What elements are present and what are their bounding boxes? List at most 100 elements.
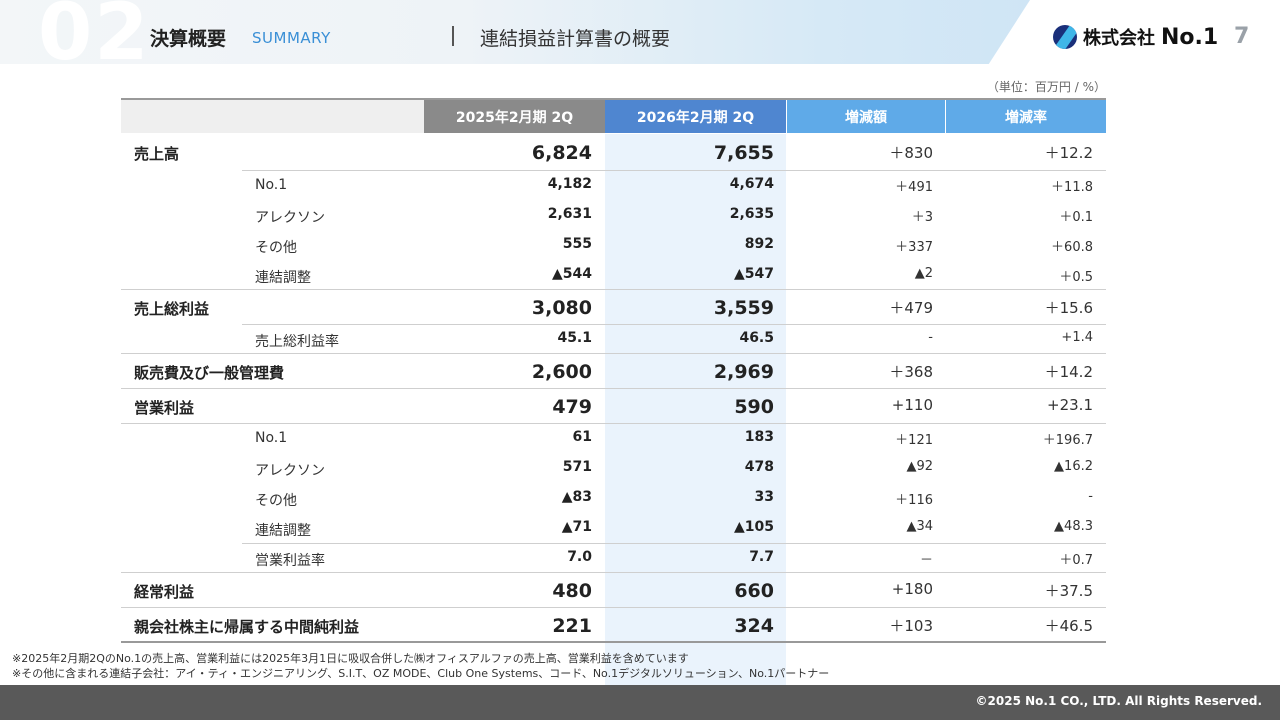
row-label: 販売費及び一般管理費 bbox=[134, 364, 285, 382]
row-divider bbox=[121, 388, 1106, 389]
cell-v1: ▲71 bbox=[561, 519, 592, 535]
cell-v2: 33 bbox=[754, 489, 774, 505]
cell-v1: ▲544 bbox=[552, 266, 592, 282]
cell-v3: +180 bbox=[891, 580, 933, 598]
current-period-highlight bbox=[605, 134, 786, 720]
cell-v2: 4,674 bbox=[729, 176, 774, 192]
cell-v4: - bbox=[1088, 489, 1093, 504]
cell-v3: ＋830 bbox=[889, 144, 933, 162]
column-header-change-rate: 増減率 bbox=[946, 100, 1106, 133]
table-row: No.1 61 183 ＋121 ＋196.7 bbox=[121, 429, 1106, 453]
cell-v4: +1.4 bbox=[1061, 330, 1093, 345]
header-blank-cell bbox=[121, 100, 424, 133]
cell-v1: 45.1 bbox=[557, 330, 592, 346]
cell-v4: ＋11.8 bbox=[1051, 180, 1093, 195]
table-row: 営業利益 479 590 +110 +23.1 bbox=[121, 396, 1106, 420]
cell-v4: ▲16.2 bbox=[1054, 459, 1093, 474]
footnote: ※その他に含まれる連結子会社：アイ・ティ・エンジニアリング、S.I.T、OZ M… bbox=[12, 667, 830, 680]
row-divider bbox=[242, 543, 1106, 544]
page-title: 連結損益計算書の概要 bbox=[480, 28, 671, 50]
row-label: 親会社株主に帰属する中間純利益 bbox=[134, 618, 360, 636]
cell-v3: ＋3 bbox=[911, 210, 933, 225]
cell-v1: ▲83 bbox=[561, 489, 592, 505]
footnote: ※2025年2月期2QのNo.1の売上高、営業利益には2025年3月1日に吸収合… bbox=[12, 652, 689, 665]
row-label: 連結調整 bbox=[255, 523, 311, 539]
row-label: 経常利益 bbox=[134, 583, 195, 601]
cell-v4: ＋14.2 bbox=[1044, 363, 1093, 381]
cell-v1: 3,080 bbox=[531, 297, 592, 319]
table-row: アレクソン 571 478 ▲92 ▲16.2 bbox=[121, 459, 1106, 483]
cell-v2: 660 bbox=[734, 580, 774, 602]
cell-v4: +23.1 bbox=[1047, 396, 1093, 414]
row-label: No.1 bbox=[255, 430, 288, 446]
cell-v3: ▲2 bbox=[914, 266, 933, 281]
cell-v1: 4,182 bbox=[547, 176, 592, 192]
cell-v2: 478 bbox=[744, 459, 774, 475]
cell-v2: 892 bbox=[744, 236, 774, 252]
cell-v4: ＋0.1 bbox=[1059, 210, 1093, 225]
table-row: 営業利益率 7.0 7.7 － ＋0.7 bbox=[121, 549, 1106, 573]
cell-v4: ＋0.5 bbox=[1059, 270, 1093, 285]
row-divider bbox=[242, 324, 1106, 325]
row-divider bbox=[121, 607, 1106, 608]
divider bbox=[452, 26, 454, 46]
row-label: アレクソン bbox=[255, 463, 325, 479]
table-row: アレクソン 2,631 2,635 ＋3 ＋0.1 bbox=[121, 206, 1106, 230]
row-label: 連結調整 bbox=[255, 270, 311, 286]
row-label: 営業利益 bbox=[134, 399, 195, 417]
logo-text: 株式会社 bbox=[1083, 28, 1155, 49]
row-divider bbox=[121, 572, 1106, 573]
column-header-change-amount: 増減額 bbox=[787, 100, 945, 133]
cell-v3: ▲34 bbox=[906, 519, 933, 534]
cell-v1: 479 bbox=[552, 396, 592, 418]
row-divider bbox=[121, 289, 1106, 290]
cell-v3: ＋368 bbox=[889, 363, 933, 381]
row-label: その他 bbox=[255, 493, 297, 509]
cell-v3: － bbox=[919, 553, 933, 568]
cell-v2: 46.5 bbox=[739, 330, 774, 346]
footer-bar: ©2025 No.1 CO., LTD. All Rights Reserved… bbox=[0, 685, 1280, 720]
table-row: その他 ▲83 33 ＋116 - bbox=[121, 489, 1106, 513]
row-label: 売上総利益 bbox=[134, 300, 210, 318]
row-label: 売上総利益率 bbox=[255, 334, 339, 350]
cell-v1: 6,824 bbox=[531, 142, 592, 164]
cell-v4: ＋12.2 bbox=[1044, 144, 1093, 162]
page-number: 7 bbox=[1234, 24, 1250, 49]
cell-v3: - bbox=[928, 330, 933, 345]
table-row: 売上総利益 3,080 3,559 ＋479 ＋15.6 bbox=[121, 297, 1106, 321]
cell-v1: 61 bbox=[572, 429, 592, 445]
cell-v2: 183 bbox=[744, 429, 774, 445]
cell-v2: 7,655 bbox=[713, 142, 774, 164]
table-row: 連結調整 ▲71 ▲105 ▲34 ▲48.3 bbox=[121, 519, 1106, 543]
cell-v1: 480 bbox=[552, 580, 592, 602]
section-subtitle: SUMMARY bbox=[252, 29, 331, 47]
cell-v1: 2,600 bbox=[531, 361, 592, 383]
cell-v2: 3,559 bbox=[713, 297, 774, 319]
cell-v2: 590 bbox=[734, 396, 774, 418]
cell-v3: +110 bbox=[891, 396, 933, 414]
cell-v2: 7.7 bbox=[749, 549, 774, 565]
cell-v3: ＋491 bbox=[895, 180, 933, 195]
row-label: その他 bbox=[255, 240, 297, 256]
row-label: 営業利益率 bbox=[255, 553, 325, 569]
cell-v2: ▲105 bbox=[734, 519, 774, 535]
cell-v4: ＋196.7 bbox=[1042, 433, 1093, 448]
cell-v1: 221 bbox=[552, 615, 592, 637]
cell-v2: 324 bbox=[734, 615, 774, 637]
row-divider bbox=[121, 423, 1106, 424]
cell-v3: ▲92 bbox=[906, 459, 933, 474]
table-row: 売上高 6,824 7,655 ＋830 ＋12.2 bbox=[121, 142, 1106, 166]
cell-v4: ＋15.6 bbox=[1044, 299, 1093, 317]
cell-v1: 555 bbox=[562, 236, 592, 252]
cell-v3: ＋103 bbox=[889, 617, 933, 635]
cell-v1: 2,631 bbox=[547, 206, 592, 222]
copyright: ©2025 No.1 CO., LTD. All Rights Reserved… bbox=[975, 694, 1262, 708]
table-top-border bbox=[121, 98, 1106, 100]
row-label: No.1 bbox=[255, 177, 288, 193]
cell-v4: ＋60.8 bbox=[1051, 240, 1093, 255]
row-divider bbox=[121, 641, 1106, 643]
company-logo: 株式会社 No.1 bbox=[1053, 24, 1218, 50]
column-header-fy2026: 2026年2月期 2Q bbox=[605, 100, 786, 133]
table-row: 販売費及び一般管理費 2,600 2,969 ＋368 ＋14.2 bbox=[121, 361, 1106, 385]
section-title: 決算概要 bbox=[150, 28, 227, 50]
